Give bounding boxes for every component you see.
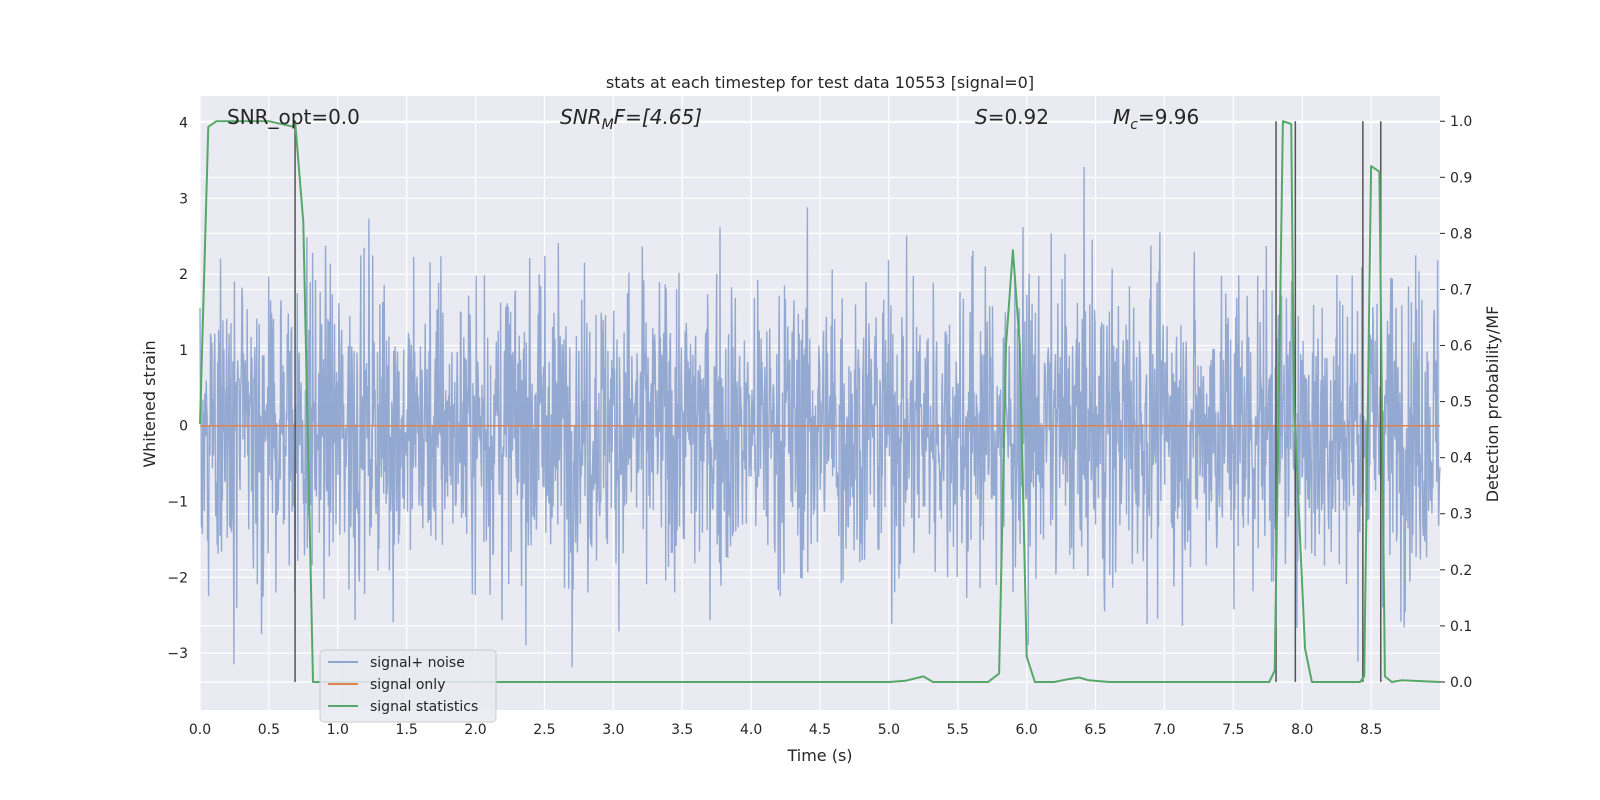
y2-tick-label: 0.0: [1450, 675, 1472, 691]
y2-tick-label: 0.7: [1450, 282, 1472, 298]
x-tick-label: 4.0: [740, 722, 762, 738]
y-tick-label: 0: [179, 419, 188, 435]
chart-title: stats at each timestep for test data 105…: [606, 73, 1034, 92]
y2-tick-label: 0.4: [1450, 451, 1472, 467]
y-tick-label: 1: [179, 343, 188, 359]
legend-label-signal-statistics: signal statistics: [370, 699, 478, 715]
x-tick-label: 7.0: [1153, 722, 1175, 738]
annotation-mc-rest: =9.96: [1138, 105, 1199, 129]
x-tick-label: 3.5: [671, 722, 693, 738]
legend: signal+ noise signal only signal statist…: [319, 649, 497, 723]
x-tick-label: 7.5: [1222, 722, 1244, 738]
x-tick-label: 8.5: [1360, 722, 1382, 738]
x-tick-labels: 0.0 0.5 1.0 1.5 2.0 2.5 3.0 3.5 4.0 4.5 5.0 5.5 6.0 6…: [189, 722, 1382, 738]
x-tick-label: 8.0: [1291, 722, 1313, 738]
y-tick-label: 2: [179, 267, 188, 283]
y2-tick-label: 0.9: [1450, 170, 1472, 186]
series-signal-plus-noise: [199, 167, 1441, 668]
annotation-s-main: S: [975, 105, 988, 129]
x-tick-label: 2.5: [533, 722, 555, 738]
y2-tick-label: 0.8: [1450, 226, 1472, 242]
y-tick-label: 3: [179, 191, 188, 207]
annotation-s: S=0.92: [975, 105, 1049, 129]
y2-axis-label: Detection probability/MF: [1483, 306, 1502, 503]
annotation-snr-mf: SNRMF=[4.65]: [560, 105, 702, 133]
x-tick-label: 5.5: [947, 722, 969, 738]
x-tick-label: 6.5: [1084, 722, 1106, 738]
y2-tick-label: 0.6: [1450, 339, 1472, 355]
y-tick-label: 4: [179, 116, 188, 132]
y-tick-label: −3: [167, 646, 188, 662]
legend-box: [319, 649, 497, 723]
annotation-snr-mf-rest: F=[4.65]: [614, 105, 702, 129]
x-tick-label: 6.0: [1016, 722, 1038, 738]
y-axis-label: Whitened strain: [140, 340, 159, 467]
x-tick-label: 0.5: [258, 722, 280, 738]
vertical-markers: [294, 121, 1382, 682]
y-tick-labels: 4 3 2 1 0 −1 −2 −3: [167, 116, 188, 663]
annotation-snr-mf-sub: M: [602, 117, 614, 133]
annotation-s-rest: =0.92: [988, 105, 1049, 129]
y2-tick-label: 0.2: [1450, 563, 1472, 579]
y2-tick-labels: 1.0 0.9 0.8 0.7 0.6 0.5 0.4 0.3 0.2 0.1 0.0: [1440, 114, 1472, 691]
x-axis-label: Time (s): [786, 746, 852, 765]
x-tick-label: 2.0: [464, 722, 486, 738]
y2-tick-label: 0.3: [1450, 507, 1472, 523]
y-tick-label: −2: [167, 570, 188, 586]
annotation-snr-opt: SNR_opt=0.0: [227, 105, 360, 129]
x-tick-label: 1.5: [396, 722, 418, 738]
y2-tick-label: 0.5: [1450, 395, 1472, 411]
annotation-mc-sub: c: [1130, 117, 1138, 133]
annotation-snr-mf-main: SNR: [560, 105, 602, 129]
annotation-mc: Mc=9.96: [1113, 105, 1199, 133]
annotation-mc-main: M: [1113, 105, 1130, 129]
y2-tick-label: 1.0: [1450, 114, 1472, 130]
y2-tick-label: 0.1: [1450, 619, 1472, 635]
legend-label-signal-only: signal only: [370, 677, 445, 693]
x-tick-label: 4.5: [809, 722, 831, 738]
x-tick-label: 1.0: [327, 722, 349, 738]
x-tick-label: 3.0: [602, 722, 624, 738]
x-tick-label: 5.0: [878, 722, 900, 738]
legend-label-signal-plus-noise: signal+ noise: [370, 655, 465, 671]
x-tick-label: 0.0: [189, 722, 211, 738]
y-tick-label: −1: [167, 495, 188, 511]
noise-line: [199, 167, 1441, 668]
